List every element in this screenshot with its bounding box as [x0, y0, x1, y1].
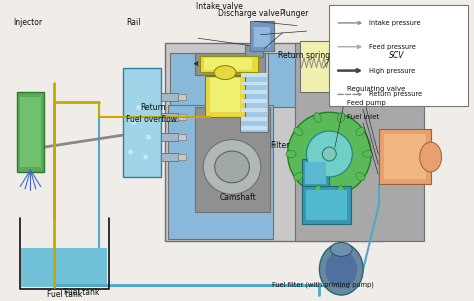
Bar	[241, 91, 267, 95]
Bar	[161, 113, 178, 121]
Bar	[210, 78, 240, 112]
Bar	[241, 82, 267, 85]
Text: Plunger: Plunger	[280, 9, 309, 18]
Bar	[195, 107, 270, 212]
Bar	[123, 68, 161, 177]
Ellipse shape	[363, 150, 373, 157]
Ellipse shape	[294, 172, 303, 181]
Bar	[205, 76, 245, 117]
Text: Feed pressure: Feed pressure	[369, 44, 416, 50]
Bar	[200, 56, 258, 72]
Ellipse shape	[294, 127, 303, 135]
Ellipse shape	[330, 242, 352, 256]
Ellipse shape	[215, 151, 249, 183]
Bar	[329, 5, 468, 106]
Text: Return spring: Return spring	[278, 51, 330, 60]
Bar	[165, 43, 384, 241]
Text: Feed pump: Feed pump	[347, 100, 386, 106]
Bar	[241, 117, 267, 121]
Ellipse shape	[131, 120, 136, 125]
Bar	[341, 50, 350, 85]
Bar	[241, 99, 267, 103]
Bar	[395, 48, 417, 88]
Bar	[365, 50, 374, 85]
Ellipse shape	[356, 172, 365, 181]
Ellipse shape	[420, 142, 442, 172]
Bar	[241, 73, 267, 76]
Bar	[295, 43, 424, 241]
Text: Return: Return	[141, 103, 166, 112]
Ellipse shape	[136, 105, 141, 110]
Text: Fuel overflow: Fuel overflow	[126, 115, 177, 124]
Ellipse shape	[146, 135, 151, 140]
Text: Fuel tank: Fuel tank	[64, 288, 100, 297]
Bar	[379, 129, 431, 184]
Bar	[339, 48, 394, 88]
Bar	[301, 159, 329, 187]
Text: Discharge valve: Discharge valve	[218, 9, 280, 18]
Ellipse shape	[325, 250, 357, 288]
Ellipse shape	[288, 112, 371, 196]
Ellipse shape	[322, 147, 337, 161]
Bar	[353, 50, 362, 85]
Bar	[397, 51, 415, 85]
Bar	[377, 50, 386, 85]
Text: Injector: Injector	[14, 18, 43, 27]
Text: High pressure: High pressure	[369, 68, 415, 74]
Ellipse shape	[203, 140, 261, 194]
Bar	[250, 21, 274, 51]
Ellipse shape	[314, 186, 321, 195]
Bar	[171, 53, 384, 107]
Ellipse shape	[143, 154, 148, 160]
Bar	[240, 53, 268, 132]
Bar	[195, 53, 265, 75]
Bar	[21, 248, 107, 287]
Bar	[301, 186, 351, 224]
Text: Rail: Rail	[126, 18, 140, 27]
Ellipse shape	[306, 131, 352, 177]
Text: SCV: SCV	[389, 51, 404, 60]
Ellipse shape	[319, 244, 363, 295]
Text: Return pressure: Return pressure	[369, 92, 422, 98]
Ellipse shape	[337, 186, 345, 195]
Bar	[19, 98, 41, 167]
Bar	[304, 162, 327, 184]
Ellipse shape	[337, 113, 345, 123]
Text: Fuel inlet: Fuel inlet	[347, 114, 379, 120]
Bar	[178, 154, 186, 160]
Bar	[241, 108, 267, 112]
Text: Fuel filter (with priming pump): Fuel filter (with priming pump)	[272, 282, 374, 288]
Text: Camshaft: Camshaft	[220, 193, 257, 202]
Bar	[241, 126, 267, 130]
Bar	[254, 27, 270, 47]
Bar	[17, 92, 45, 172]
Text: Intake pressure: Intake pressure	[369, 20, 421, 26]
Bar	[161, 153, 178, 161]
Text: Intake valve: Intake valve	[196, 2, 243, 11]
Bar	[178, 114, 186, 120]
Bar	[168, 105, 273, 239]
Ellipse shape	[356, 127, 365, 135]
Ellipse shape	[314, 113, 321, 123]
Text: Fuel tank: Fuel tank	[46, 290, 82, 299]
Bar	[245, 45, 263, 57]
Ellipse shape	[128, 150, 133, 154]
Bar	[178, 134, 186, 140]
Ellipse shape	[214, 66, 236, 79]
Bar	[178, 95, 186, 101]
Text: Filter: Filter	[270, 141, 289, 150]
Text: Regulating valve: Regulating valve	[347, 86, 406, 92]
Bar	[384, 134, 426, 179]
Bar	[334, 41, 454, 92]
Bar	[306, 190, 347, 219]
Bar	[161, 93, 178, 101]
Bar	[204, 58, 252, 70]
Bar	[161, 133, 178, 141]
Ellipse shape	[286, 150, 296, 157]
Bar	[300, 41, 339, 92]
